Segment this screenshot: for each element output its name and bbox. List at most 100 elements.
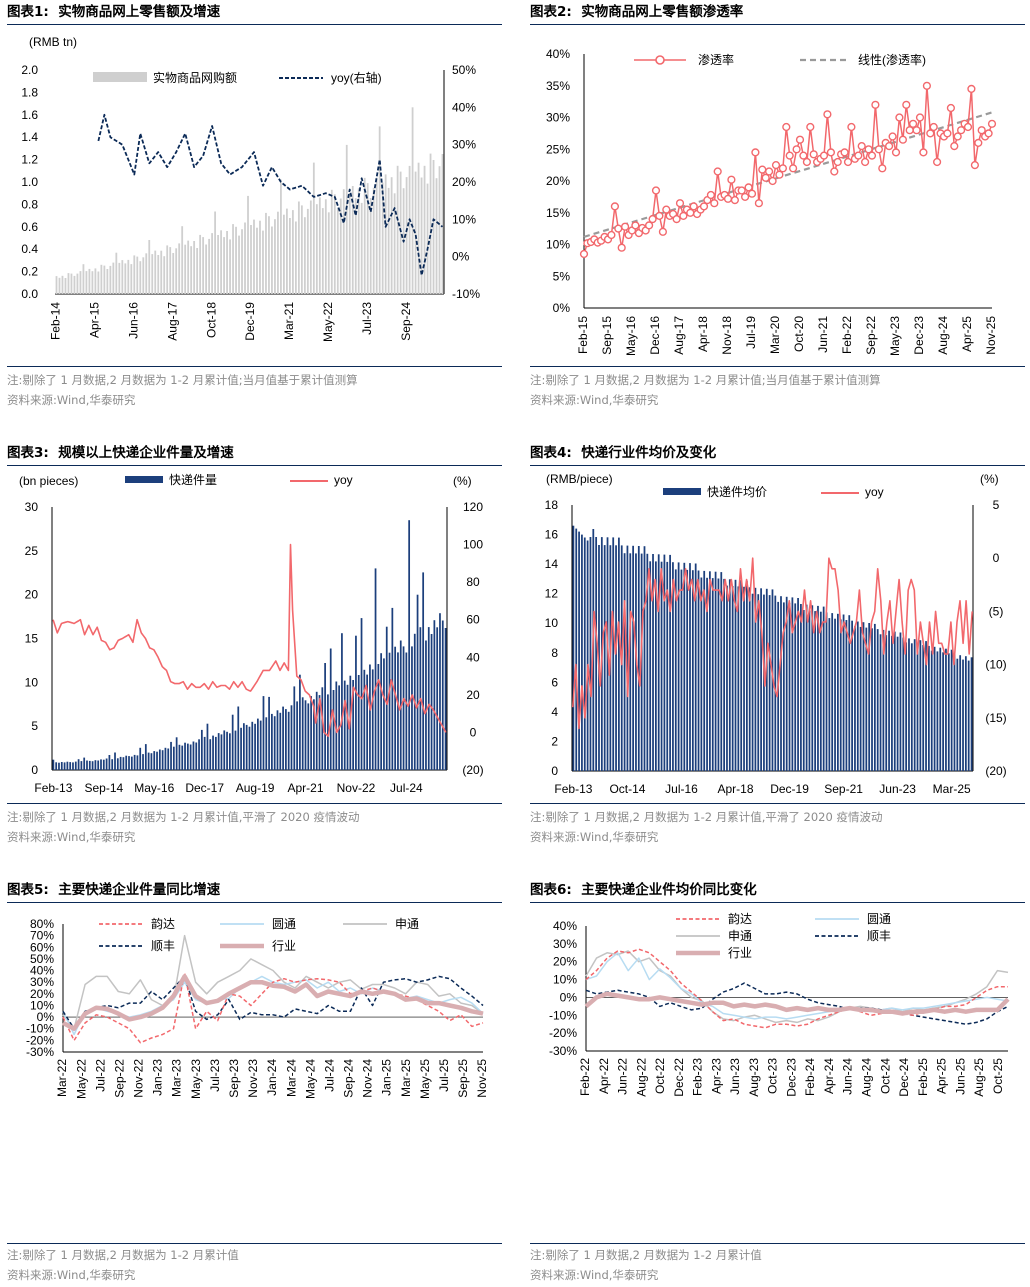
marker <box>953 132 962 141</box>
bar <box>856 621 859 771</box>
x-tick-label: Oct-22 <box>653 1058 667 1094</box>
y-tick-label: 20 <box>25 588 39 602</box>
bar <box>691 570 694 771</box>
bar <box>439 613 441 770</box>
y-tick-label: 0.8 <box>21 197 38 211</box>
bar <box>970 657 973 771</box>
marker <box>915 113 925 122</box>
legend-swatch-bar <box>663 488 701 495</box>
bar <box>253 219 255 294</box>
x-tick-label: Aug-22 <box>634 1058 648 1097</box>
bar <box>268 696 270 770</box>
bar <box>341 633 343 770</box>
y2-tick-label: 0 <box>470 725 477 739</box>
marker <box>730 196 740 205</box>
y-tick-label: 8 <box>551 646 558 660</box>
bar <box>768 595 771 771</box>
marker <box>706 190 716 200</box>
y-tick-label: 5% <box>553 269 571 283</box>
bar <box>108 755 111 770</box>
bar <box>151 254 154 294</box>
x-tick-label: Feb-25 <box>916 1058 930 1096</box>
marker <box>963 122 973 132</box>
marker <box>840 148 849 157</box>
bar <box>933 646 936 771</box>
bar <box>184 742 186 770</box>
bar <box>154 250 157 294</box>
y2-tick-label: (20) <box>462 763 483 777</box>
bar <box>283 214 285 294</box>
marker <box>933 157 942 167</box>
bar <box>405 177 408 294</box>
marker <box>689 202 698 211</box>
bar <box>127 259 130 294</box>
x-tick-label: Apr-25 <box>935 1058 949 1094</box>
x-tick-label: Aug-25 <box>972 1058 986 1097</box>
bar <box>235 226 237 294</box>
bar <box>303 217 306 294</box>
bar <box>72 762 74 770</box>
bar <box>677 562 680 771</box>
bar <box>720 572 723 771</box>
bar <box>674 569 677 771</box>
bar <box>374 568 377 770</box>
bar <box>828 618 831 771</box>
marker <box>974 138 983 148</box>
bar <box>240 727 242 770</box>
bar <box>160 250 163 294</box>
bar <box>301 697 304 770</box>
x-tick-label: Apr-23 <box>709 1058 723 1094</box>
x-tick-label: Aug-24 <box>936 316 950 355</box>
figure-5-bottom-rule <box>7 1243 502 1244</box>
bar <box>663 554 666 771</box>
bar <box>646 553 649 771</box>
bar <box>623 553 626 771</box>
bar <box>422 572 425 770</box>
x-tick-label: May-23 <box>189 1059 203 1099</box>
figure-3-note: 注:剔除了 1 月数据,2 月数据为 1-2 月累计值,平滑了 2020 疫情波… <box>7 810 360 824</box>
bar <box>106 269 109 294</box>
bar <box>717 578 720 771</box>
bar <box>936 651 939 771</box>
figure-1-top-rule <box>7 24 502 25</box>
bar <box>388 652 391 770</box>
bar <box>114 752 116 770</box>
bar <box>296 701 298 770</box>
bar <box>683 562 686 771</box>
bar <box>268 216 270 294</box>
y-tick-label: 18 <box>545 498 559 512</box>
y-tick-label: 1.2 <box>21 153 38 167</box>
bar <box>390 177 393 294</box>
bar <box>429 153 432 294</box>
y2-tick-label: 0 <box>993 551 1000 565</box>
x-tick-label: May-22 <box>321 302 335 342</box>
bar <box>346 684 349 770</box>
bar <box>694 563 697 771</box>
figure-6: 图表6: 主要快递企业件均价同比变化 -30% -20% -10% 0% 10% 20% 3… <box>530 878 1025 1283</box>
marker <box>679 211 688 221</box>
bar <box>265 212 267 294</box>
x-tick-label: Sep-22 <box>112 1059 126 1098</box>
bar <box>352 680 354 770</box>
bar <box>908 638 910 771</box>
y-tick-label: 14 <box>545 557 559 571</box>
marker <box>905 126 914 135</box>
legend-label: 快递件量 <box>169 473 217 487</box>
marker <box>644 221 654 230</box>
x-tick-label: Apr-15 <box>88 302 102 338</box>
bar <box>306 208 309 294</box>
x-tick-label: Nov-18 <box>720 316 734 355</box>
bar <box>436 627 439 770</box>
x-tick-label: Feb-22 <box>840 316 854 354</box>
bar <box>103 265 106 294</box>
x-tick-label: Sep-15 <box>600 316 614 355</box>
bar <box>172 253 175 294</box>
bar <box>928 645 930 771</box>
figure-5-source: 资料来源:Wind,华泰研究 <box>7 1268 136 1282</box>
bar <box>814 611 817 771</box>
bar <box>583 537 586 771</box>
y2-tick-label: 60 <box>466 613 480 627</box>
series-line <box>62 975 484 1030</box>
bar <box>55 276 58 294</box>
x-tick-label: May-24 <box>303 1059 317 1099</box>
